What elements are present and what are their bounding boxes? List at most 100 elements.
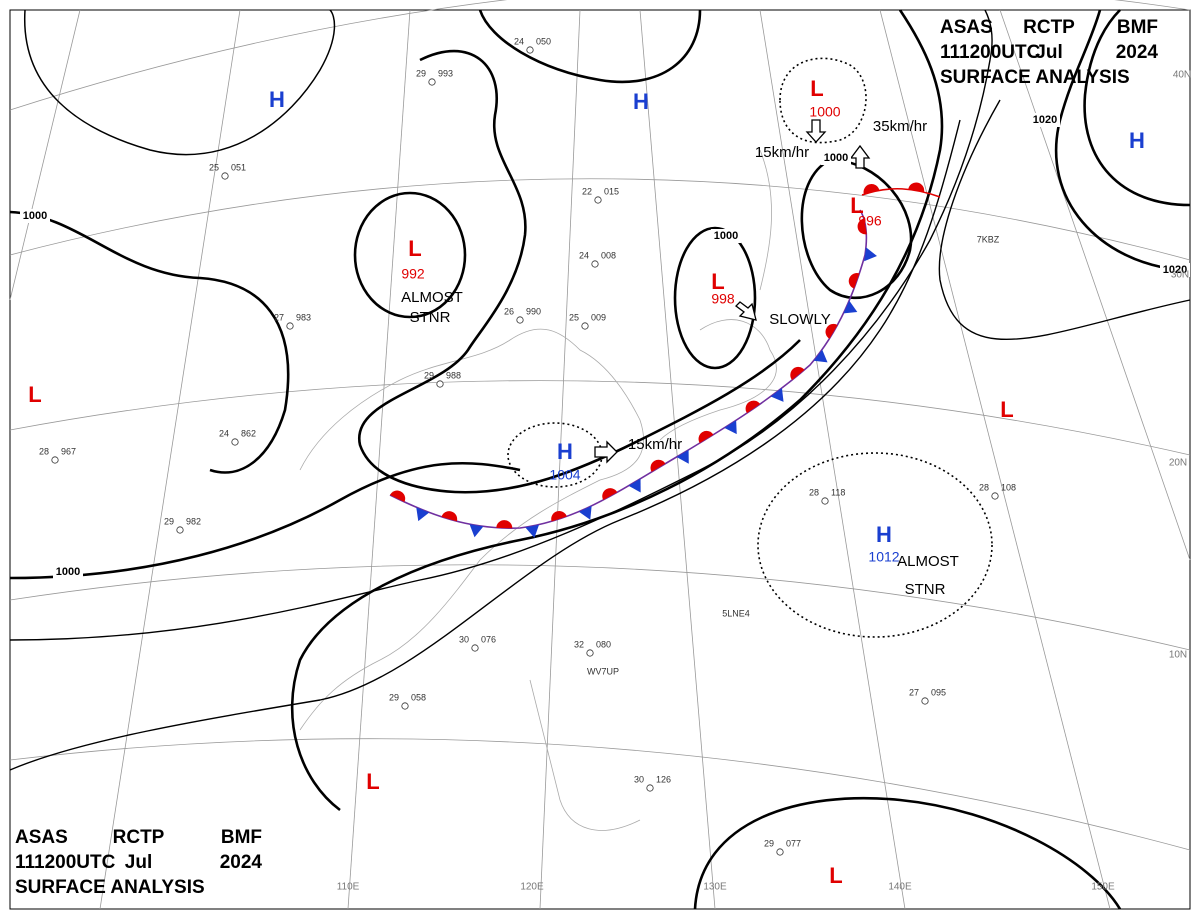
station-pressure: 126 [656, 774, 671, 784]
latitude-line [9, 178, 1191, 261]
motion-arrow [849, 144, 871, 169]
semicircle [857, 218, 867, 235]
semicircle [908, 182, 925, 192]
station-pressure: 982 [186, 516, 201, 526]
isobar-label: 1000 [824, 152, 848, 164]
station-temperature: 24 [579, 250, 589, 260]
pressure-center: L [850, 193, 863, 218]
annotation: STNR [905, 581, 946, 598]
triangle [525, 524, 540, 538]
station-temperature: 30 [459, 634, 469, 644]
station-temperature: 28 [979, 482, 989, 492]
longitude-label: 140E [888, 882, 912, 893]
dotted-isobar [779, 57, 867, 144]
header-time: 111200UTC [940, 42, 1041, 63]
pressure-center: H [876, 522, 892, 547]
warm-front-symbol [908, 182, 925, 192]
pressure-center: L [711, 269, 724, 294]
station-temperature: 32 [574, 639, 584, 649]
header-title: SURFACE ANALYSIS [940, 67, 1130, 88]
station-pressure: 080 [596, 639, 611, 649]
warm-front-symbol [389, 490, 406, 503]
cold-front-symbol [813, 349, 828, 363]
annotation: 15km/hr [628, 436, 682, 453]
isobar [1054, 9, 1181, 272]
cold-front-symbol [864, 247, 877, 262]
pressure-center: L [408, 236, 421, 261]
semicircle [825, 323, 838, 339]
isobar-label: 1000 [56, 566, 80, 578]
header-month: Jul [1035, 42, 1062, 63]
isobar-label-bg [53, 565, 83, 579]
call-sign: 5LNE4 [722, 608, 750, 618]
triangle [843, 300, 858, 314]
cold-front-symbol [724, 420, 737, 435]
triangle [676, 449, 689, 464]
station-pressure: 118 [831, 487, 845, 497]
latitude-label: 10N [1169, 650, 1187, 661]
isobar-label: 1000 [23, 210, 47, 222]
station-marker [436, 380, 444, 388]
graticule [9, 0, 1191, 910]
motion-arrows [594, 119, 871, 464]
semicircle [698, 430, 714, 444]
triangle [770, 388, 784, 402]
station-marker [231, 438, 239, 446]
station-marker [821, 497, 829, 505]
station-marker [51, 456, 59, 464]
central-pressure: 996 [858, 213, 882, 229]
annotation: STNR [410, 309, 451, 326]
station-marker [526, 46, 534, 54]
front-symbols [389, 182, 925, 538]
latitude-line [9, 738, 1191, 851]
warm-front-symbol [848, 273, 860, 289]
motion-arrow [594, 440, 618, 464]
longitude-label: 120E [520, 882, 544, 893]
central-pressure: 1012 [868, 549, 899, 565]
pressure-center: H [1129, 128, 1145, 153]
longitude-label: 130E [703, 882, 727, 893]
pressure-center: L [28, 382, 41, 407]
longitude-line [9, 9, 81, 301]
station-pressure: 077 [786, 838, 801, 848]
station-marker [586, 649, 594, 657]
station-temperature: 25 [569, 312, 579, 322]
coastline [299, 328, 644, 731]
latitude-line [9, 564, 1191, 651]
station-marker [516, 316, 524, 324]
station-pressure: 967 [61, 446, 76, 456]
isobar-label: 1020 [1033, 114, 1057, 126]
triangle [724, 420, 737, 435]
warm-front-symbol [863, 184, 880, 195]
annotation: 35km/hr [873, 118, 927, 135]
isobar [800, 158, 913, 300]
warm-front-symbol [496, 520, 513, 529]
station-pressure: 008 [601, 250, 616, 260]
warm-front-symbol [790, 366, 805, 381]
station-temperature: 29 [424, 370, 434, 380]
longitude-line [639, 9, 716, 910]
call-sign: 7KBZ [977, 234, 1000, 244]
station-pressure: 009 [591, 312, 606, 322]
isobar [673, 226, 757, 370]
warm-front-symbol [551, 511, 567, 522]
cold-front-symbol [416, 507, 430, 522]
longitude-line [999, 9, 1191, 561]
header-year: 2024 [1116, 42, 1159, 63]
central-pressure: 998 [711, 291, 735, 307]
coastline [529, 679, 641, 831]
station-pressure: 015 [604, 186, 619, 196]
cold-front-symbol [770, 388, 784, 402]
station-temperature: 25 [209, 162, 219, 172]
cold-front-symbol [676, 449, 689, 464]
triangle [416, 507, 430, 522]
station-temperature: 29 [764, 838, 774, 848]
station-temperature: 30 [634, 774, 644, 784]
station-marker [776, 848, 784, 856]
map-frame [9, 9, 1191, 910]
motion-arrow [805, 119, 827, 143]
longitude-label: 110E [337, 882, 360, 893]
warm-front-symbol [650, 459, 666, 472]
motion-arrow [735, 301, 757, 321]
